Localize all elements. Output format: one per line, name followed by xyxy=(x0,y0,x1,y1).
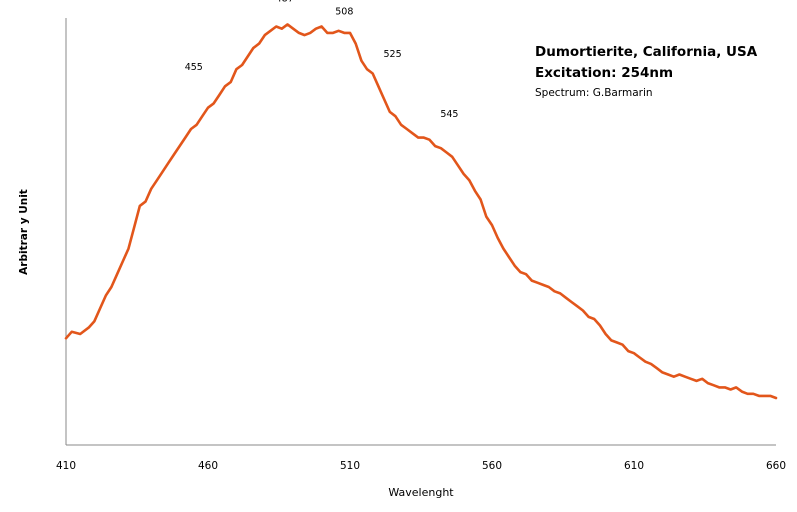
x-tick-labels: 410 460 510 560 610 660 xyxy=(56,460,786,472)
x-tick-label: 660 xyxy=(766,460,786,472)
chart-title-line-1: Dumortierite, California, USA xyxy=(535,44,758,60)
chart-title-block: Dumortierite, California, USA Excitation… xyxy=(535,42,757,101)
peak-annotation: 545 xyxy=(440,109,458,120)
peak-annotation: 455 xyxy=(185,62,203,73)
x-tick-label: 560 xyxy=(482,460,502,472)
x-tick-label: 460 xyxy=(198,460,218,472)
x-tick-label: 610 xyxy=(624,460,644,472)
peak-annotation: 525 xyxy=(384,49,402,60)
x-tick-label: 410 xyxy=(56,460,76,472)
y-axis-label: Arbitrar y Unit xyxy=(18,189,30,275)
peak-annotation: 487 xyxy=(276,0,294,4)
x-axis-label: Wavelenght xyxy=(388,486,454,499)
chart-title-line-2: Excitation: 254nm xyxy=(535,65,674,81)
x-tick-label: 510 xyxy=(340,460,360,472)
series-line xyxy=(64,23,778,400)
series-lines xyxy=(64,23,778,400)
peak-annotations: 455 487 508 525 545 xyxy=(185,0,459,120)
peak-annotation: 508 xyxy=(335,6,353,17)
chart-subtitle: Spectrum: G.Barmarin xyxy=(535,87,653,99)
